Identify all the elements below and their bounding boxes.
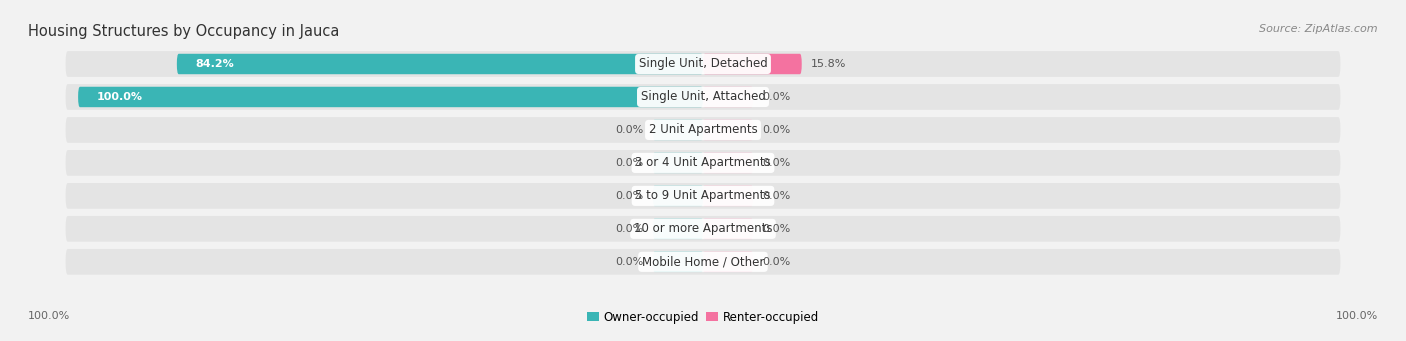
Text: 0.0%: 0.0% — [616, 158, 644, 168]
Text: 5 to 9 Unit Apartments: 5 to 9 Unit Apartments — [636, 189, 770, 202]
Text: 0.0%: 0.0% — [762, 224, 790, 234]
Text: 84.2%: 84.2% — [195, 59, 235, 69]
Text: 0.0%: 0.0% — [616, 224, 644, 234]
FancyBboxPatch shape — [79, 87, 703, 107]
Text: 0.0%: 0.0% — [762, 191, 790, 201]
FancyBboxPatch shape — [177, 54, 703, 74]
FancyBboxPatch shape — [652, 186, 703, 206]
Text: 0.0%: 0.0% — [762, 257, 790, 267]
FancyBboxPatch shape — [703, 54, 801, 74]
Text: 0.0%: 0.0% — [616, 257, 644, 267]
FancyBboxPatch shape — [66, 51, 1340, 77]
Text: Single Unit, Attached: Single Unit, Attached — [641, 90, 765, 103]
Text: 10 or more Apartments: 10 or more Apartments — [634, 222, 772, 235]
Text: 0.0%: 0.0% — [762, 158, 790, 168]
Text: Single Unit, Detached: Single Unit, Detached — [638, 58, 768, 71]
FancyBboxPatch shape — [652, 219, 703, 239]
FancyBboxPatch shape — [703, 219, 754, 239]
FancyBboxPatch shape — [703, 252, 754, 272]
Text: 2 Unit Apartments: 2 Unit Apartments — [648, 123, 758, 136]
FancyBboxPatch shape — [66, 117, 1340, 143]
Text: 0.0%: 0.0% — [616, 125, 644, 135]
FancyBboxPatch shape — [66, 249, 1340, 275]
FancyBboxPatch shape — [66, 84, 1340, 110]
Legend: Owner-occupied, Renter-occupied: Owner-occupied, Renter-occupied — [582, 306, 824, 329]
Text: 15.8%: 15.8% — [811, 59, 846, 69]
Text: 100.0%: 100.0% — [1336, 311, 1378, 321]
FancyBboxPatch shape — [703, 153, 754, 173]
Text: 100.0%: 100.0% — [97, 92, 143, 102]
Text: 0.0%: 0.0% — [616, 191, 644, 201]
FancyBboxPatch shape — [703, 120, 754, 140]
FancyBboxPatch shape — [652, 120, 703, 140]
Text: 0.0%: 0.0% — [762, 125, 790, 135]
FancyBboxPatch shape — [652, 153, 703, 173]
FancyBboxPatch shape — [66, 150, 1340, 176]
Text: Mobile Home / Other: Mobile Home / Other — [641, 255, 765, 268]
Text: Source: ZipAtlas.com: Source: ZipAtlas.com — [1260, 24, 1378, 34]
FancyBboxPatch shape — [66, 183, 1340, 209]
Text: 100.0%: 100.0% — [28, 311, 70, 321]
Text: Housing Structures by Occupancy in Jauca: Housing Structures by Occupancy in Jauca — [28, 24, 339, 39]
FancyBboxPatch shape — [703, 186, 754, 206]
FancyBboxPatch shape — [652, 252, 703, 272]
Text: 3 or 4 Unit Apartments: 3 or 4 Unit Apartments — [636, 157, 770, 169]
Text: 0.0%: 0.0% — [762, 92, 790, 102]
FancyBboxPatch shape — [66, 216, 1340, 242]
FancyBboxPatch shape — [703, 87, 754, 107]
